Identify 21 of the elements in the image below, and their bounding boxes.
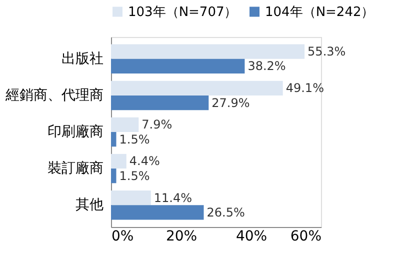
x-tick-label: 60%	[290, 228, 322, 244]
data-label: 27.9%	[212, 96, 250, 110]
data-label: 1.5%	[119, 132, 150, 146]
y-tick-label: 印刷廠商	[48, 124, 104, 140]
y-tick-label: 出版社	[62, 50, 104, 67]
data-label: 11.4%	[154, 190, 192, 205]
x-tick-label: 20%	[166, 228, 198, 244]
data-label: 26.5%	[206, 205, 245, 220]
legend-label: 104年（N=242）	[265, 4, 374, 20]
x-tick-label: 40%	[236, 228, 268, 244]
x-tick-label: 0%	[112, 228, 134, 244]
data-label: 4.4%	[129, 154, 160, 168]
y-tick-label: 經銷商、代理商	[4, 87, 104, 104]
data-label: 38.2%	[248, 59, 286, 74]
data-label: 1.5%	[119, 168, 150, 183]
legend-label: 103年（N=707）	[128, 4, 238, 20]
y-tick-label: 裝訂廠商	[48, 160, 104, 177]
data-label: 55.3%	[308, 44, 346, 59]
data-label: 49.1%	[286, 81, 324, 96]
data-label: 7.9%	[142, 118, 172, 132]
y-tick-label: 其他	[76, 197, 104, 214]
